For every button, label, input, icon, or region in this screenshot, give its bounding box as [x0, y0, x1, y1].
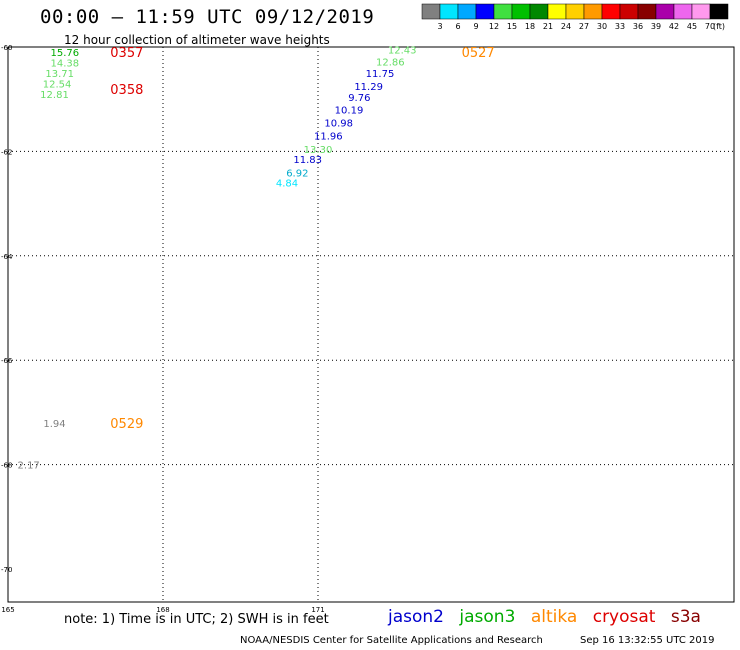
legend-label-4: 15 — [507, 22, 517, 31]
wave-height-value: 12.43 — [388, 46, 417, 57]
lat-label: -64 — [1, 253, 13, 261]
legend-label-14: 45 — [687, 22, 697, 31]
wave-height-value: 10.19 — [335, 106, 364, 117]
wave-height-value: 1.94 — [43, 419, 65, 430]
legend-label-15: 70 — [705, 22, 715, 31]
wave-height-value: 13.71 — [45, 69, 74, 80]
legend-label-7: 24 — [561, 22, 571, 31]
wave-height-value: 11.75 — [366, 69, 395, 80]
lat-label: -60 — [1, 44, 12, 52]
legend-label-1: 6 — [455, 22, 460, 31]
generated-timestamp: Sep 16 13:32:55 UTC 2019 — [580, 635, 715, 646]
page-subtitle: 12 hour collection of altimeter wave hei… — [64, 33, 330, 47]
pass-time-label: 0527 — [462, 46, 495, 61]
wave-height-value: 13.30 — [304, 145, 333, 156]
wave-height-value: 10.98 — [324, 119, 353, 130]
wave-height-value: 12.86 — [376, 58, 405, 69]
legend-label-9: 30 — [597, 22, 607, 31]
legend-label-16: (ft) — [713, 22, 725, 31]
wave-height-value: 15.76 — [51, 48, 80, 59]
map-frame — [7, 46, 735, 603]
credit-text: NOAA/NESDIS Center for Satellite Applica… — [240, 635, 543, 646]
page-title: 00:00 – 11:59 UTC 09/12/2019 — [40, 6, 375, 28]
satellite-legend: jason2 jason3 altika cryosat s3a — [388, 607, 711, 627]
wave-height-value: 4.84 — [276, 179, 298, 190]
wave-height-value: 11.96 — [314, 132, 343, 143]
pass-time-label: 0357 — [110, 46, 143, 61]
lon-label: 165 — [1, 606, 14, 614]
wave-height-value: 9.76 — [348, 93, 370, 104]
pass-time-label: 0358 — [110, 83, 143, 98]
legend-label-0: 3 — [437, 22, 442, 31]
wave-height-value: 2.17 — [18, 461, 40, 472]
legend-label-8: 27 — [579, 22, 589, 31]
wave-height-value: 12.54 — [43, 80, 72, 91]
lat-label: -70 — [1, 566, 12, 574]
wave-height-value: 6.92 — [286, 168, 308, 179]
wave-height-value: 11.29 — [354, 82, 383, 93]
pass-time-label: 0529 — [110, 417, 143, 432]
legend-label-5: 18 — [525, 22, 535, 31]
legend-label-12: 39 — [651, 22, 661, 31]
satellite-altika: altika — [530, 607, 578, 627]
lon-label: 171 — [311, 606, 324, 614]
satellite-s3a: s3a — [670, 607, 701, 627]
wave-height-value: 12.81 — [40, 90, 69, 101]
wave-height-value: 11.83 — [293, 155, 322, 166]
wave-height-value: 14.38 — [51, 59, 80, 70]
legend-label-6: 21 — [543, 22, 553, 31]
footer-note: note: 1) Time is in UTC; 2) SWH is in fe… — [64, 612, 329, 627]
legend-swatch-16 — [709, 3, 729, 20]
lat-label: -66 — [1, 357, 13, 365]
legend-label-10: 33 — [615, 22, 625, 31]
lat-label: -68 — [1, 462, 12, 470]
satellite-jason2: jason2 — [388, 607, 444, 627]
legend-label-3: 12 — [489, 22, 499, 31]
legend-label-2: 9 — [473, 22, 478, 31]
legend-label-11: 36 — [633, 22, 643, 31]
color-scale-legend: 3 6 9 12 15 18 21 24 27 30 33 36 39 42 45 70(ft) — [421, 3, 729, 31]
satellite-cryosat: cryosat — [592, 607, 656, 627]
satellite-jason3: jason3 — [459, 607, 516, 627]
lat-label: -62 — [1, 148, 12, 156]
lon-label: 168 — [156, 606, 169, 614]
legend-label-13: 42 — [669, 22, 679, 31]
